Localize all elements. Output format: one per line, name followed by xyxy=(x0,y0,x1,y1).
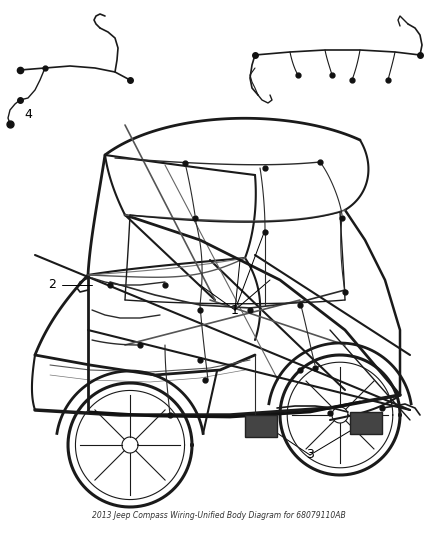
Text: 3: 3 xyxy=(306,448,314,462)
Bar xyxy=(350,412,382,434)
Text: 1: 1 xyxy=(231,303,239,317)
Text: 2: 2 xyxy=(48,279,56,292)
Text: 4: 4 xyxy=(24,109,32,122)
Text: 2013 Jeep Compass Wiring-Unified Body Diagram for 68079110AB: 2013 Jeep Compass Wiring-Unified Body Di… xyxy=(92,511,346,520)
Bar xyxy=(245,415,277,437)
